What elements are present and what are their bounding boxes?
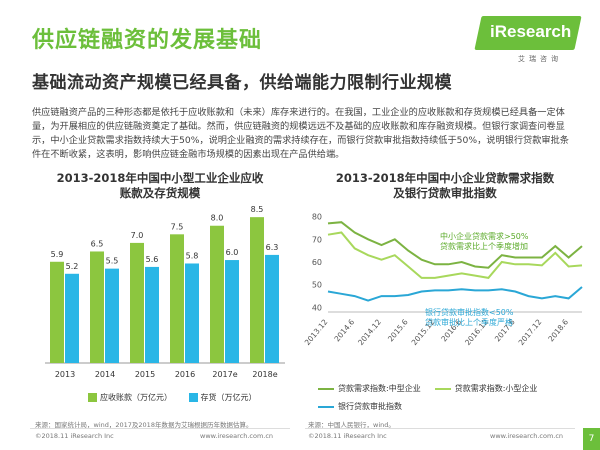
x-tick-label: 2015.6 [386, 317, 410, 343]
y-tick-label: 70 [312, 235, 322, 244]
bar-receivables-2014 [90, 251, 104, 363]
x-tick-label: 2014.6 [333, 317, 357, 343]
line-chart-title-line-2: 及银行贷款审批指数 [393, 186, 497, 200]
line-annotation-approval: 银行贷款审批指数<50% 贷款审批比上个季度严格 [425, 308, 513, 328]
bar-inventory-2013 [65, 273, 79, 363]
annotation-approval-line-2: 贷款审批比上个季度严格 [425, 318, 513, 327]
x-tick-label: 2013 [55, 370, 75, 379]
bar-inventory-2014 [105, 268, 119, 363]
legend-item-medium: 贷款需求指数:中型企业 [318, 383, 421, 394]
legend-line-small [434, 387, 451, 390]
bar-chart-source: 来源：国家统计局，wind，2017及2018年数据为艾瑞根据历年数据估算。 [35, 421, 253, 429]
x-tick-label: 2017.12 [517, 317, 544, 347]
bar-value-label: 8.5 [251, 205, 264, 214]
bar-value-label: 7.5 [171, 222, 184, 231]
bar-value-label: 5.6 [146, 255, 159, 264]
y-tick-label: 80 [312, 213, 322, 222]
x-tick-label: 2018.6 [546, 317, 570, 343]
footer-copyright-right: ©2018.11 iResearch Inc [308, 432, 387, 440]
footer-divider-right [305, 428, 575, 429]
bar-value-label: 8.0 [211, 214, 224, 223]
line-chart-source: 来源：中国人民银行，wind。 [308, 421, 395, 429]
bar-value-label: 5.2 [66, 262, 79, 271]
y-tick-label: 50 [312, 281, 322, 290]
bar-receivables-2018e [250, 217, 264, 363]
bar-chart-title: 2013-2018年中国中小型工业企业应收 账款及存货规模 [40, 171, 280, 201]
x-tick-label: 2018e [252, 370, 277, 379]
bar-value-label: 5.9 [51, 250, 64, 259]
bar-chart-title-line-1: 2013-2018年中国中小型工业企业应收 [56, 171, 264, 185]
legend-label-small: 贷款需求指数:小型企业 [454, 384, 538, 393]
x-tick-label: 2014 [95, 370, 115, 379]
x-tick-label: 2017e [212, 370, 237, 379]
y-tick-label: 40 [312, 303, 322, 312]
legend-label-medium: 贷款需求指数:中型企业 [338, 384, 421, 393]
footer-copyright-left: ©2018.11 iResearch Inc [35, 432, 114, 440]
y-tick-label: 60 [312, 258, 322, 267]
legend-swatch-blue [188, 393, 198, 402]
line-annotation-demand: 中小企业贷款需求>50% 贷款需求比上个季度增加 [440, 232, 528, 252]
series-line-small [327, 231, 583, 279]
legend-line-medium [318, 387, 334, 390]
annotation-approval-line-1: 银行贷款审批指数<50% [425, 308, 514, 317]
legend-label-approval: 银行贷款审批指数 [338, 402, 402, 411]
bar-chart-title-line-2: 账款及存货规模 [119, 186, 201, 200]
legend-line-approval [318, 405, 334, 408]
bar-inventory-2018e [265, 254, 279, 363]
legend-label-inventory: 存货（万亿元） [200, 393, 257, 402]
bar-receivables-2013 [50, 261, 64, 363]
line-chart-legend: 贷款需求指数:中型企业 贷款需求指数:小型企业 银行贷款审批指数 [318, 383, 537, 412]
footer-url-right[interactable]: www.iresearch.com.cn [490, 432, 564, 440]
annotation-demand-line-2: 贷款需求比上个季度增加 [440, 242, 528, 251]
iresearch-logo: iResearch 艾瑞咨询 [474, 16, 582, 66]
bar-value-label: 5.8 [186, 251, 199, 260]
annotation-demand-line-1: 中小企业贷款需求>50% [440, 232, 529, 241]
series-line-approval [327, 286, 583, 302]
legend-item-approval: 银行贷款审批指数 [318, 401, 537, 412]
bar-value-label: 7.0 [131, 231, 144, 240]
bar-value-label: 6.5 [91, 239, 104, 248]
bar-value-label: 5.5 [106, 257, 119, 266]
logo-subtext: 艾瑞咨询 [518, 55, 562, 63]
bar-value-label: 6.3 [266, 243, 279, 252]
x-tick-label: 2015 [135, 370, 155, 379]
legend-swatch-green [88, 393, 97, 402]
bar-value-label: 6.0 [226, 248, 239, 257]
page-number: 7 [583, 428, 600, 450]
body-paragraph: 供应链融资产品的三种形态都是依托于应收账款和（未来）库存来进行的。在我国，工业企… [32, 107, 569, 160]
bar-inventory-2017e [225, 260, 239, 363]
bar-inventory-2015 [145, 266, 159, 363]
series-line-medium [327, 221, 583, 269]
legend-label-receivables: 应收账款（万亿元） [100, 393, 172, 402]
line-chart-title: 2013-2018年中国中小企业贷款需求指数 及银行贷款审批指数 [310, 171, 580, 201]
line-chart-title-line-1: 2013-2018年中国中小企业贷款需求指数 [335, 171, 555, 185]
bar-receivables-2016 [170, 234, 184, 363]
legend-item-receivables: 应收账款（万亿元） [88, 392, 172, 403]
bar-chart: 5.95.2 2013 6.55.5 2014 7.0 5.6 2015 7.5 5.8 2016… [45, 205, 285, 379]
page-title: 供应链融资的发展基础 [32, 28, 263, 53]
x-tick-label: 2014.12 [356, 317, 383, 347]
x-tick-label: 2016 [175, 370, 195, 379]
logo-text: iResearch [490, 22, 572, 41]
footer-url-left[interactable]: www.iresearch.com.cn [200, 432, 274, 440]
legend-item-inventory: 存货（万亿元） [188, 392, 257, 403]
page-subtitle: 基础流动资产规模已经具备，供给端能力限制行业规模 [32, 73, 452, 93]
bar-inventory-2016 [185, 263, 199, 363]
bar-receivables-2015 [130, 242, 144, 363]
bar-chart-legend: 应收账款（万亿元） 存货（万亿元） [88, 392, 257, 404]
x-tick-label: 2013.12 [303, 317, 330, 347]
legend-item-small: 贷款需求指数:小型企业 [434, 383, 538, 394]
footer-divider-left [30, 428, 290, 429]
bar-receivables-2017e [210, 225, 224, 363]
